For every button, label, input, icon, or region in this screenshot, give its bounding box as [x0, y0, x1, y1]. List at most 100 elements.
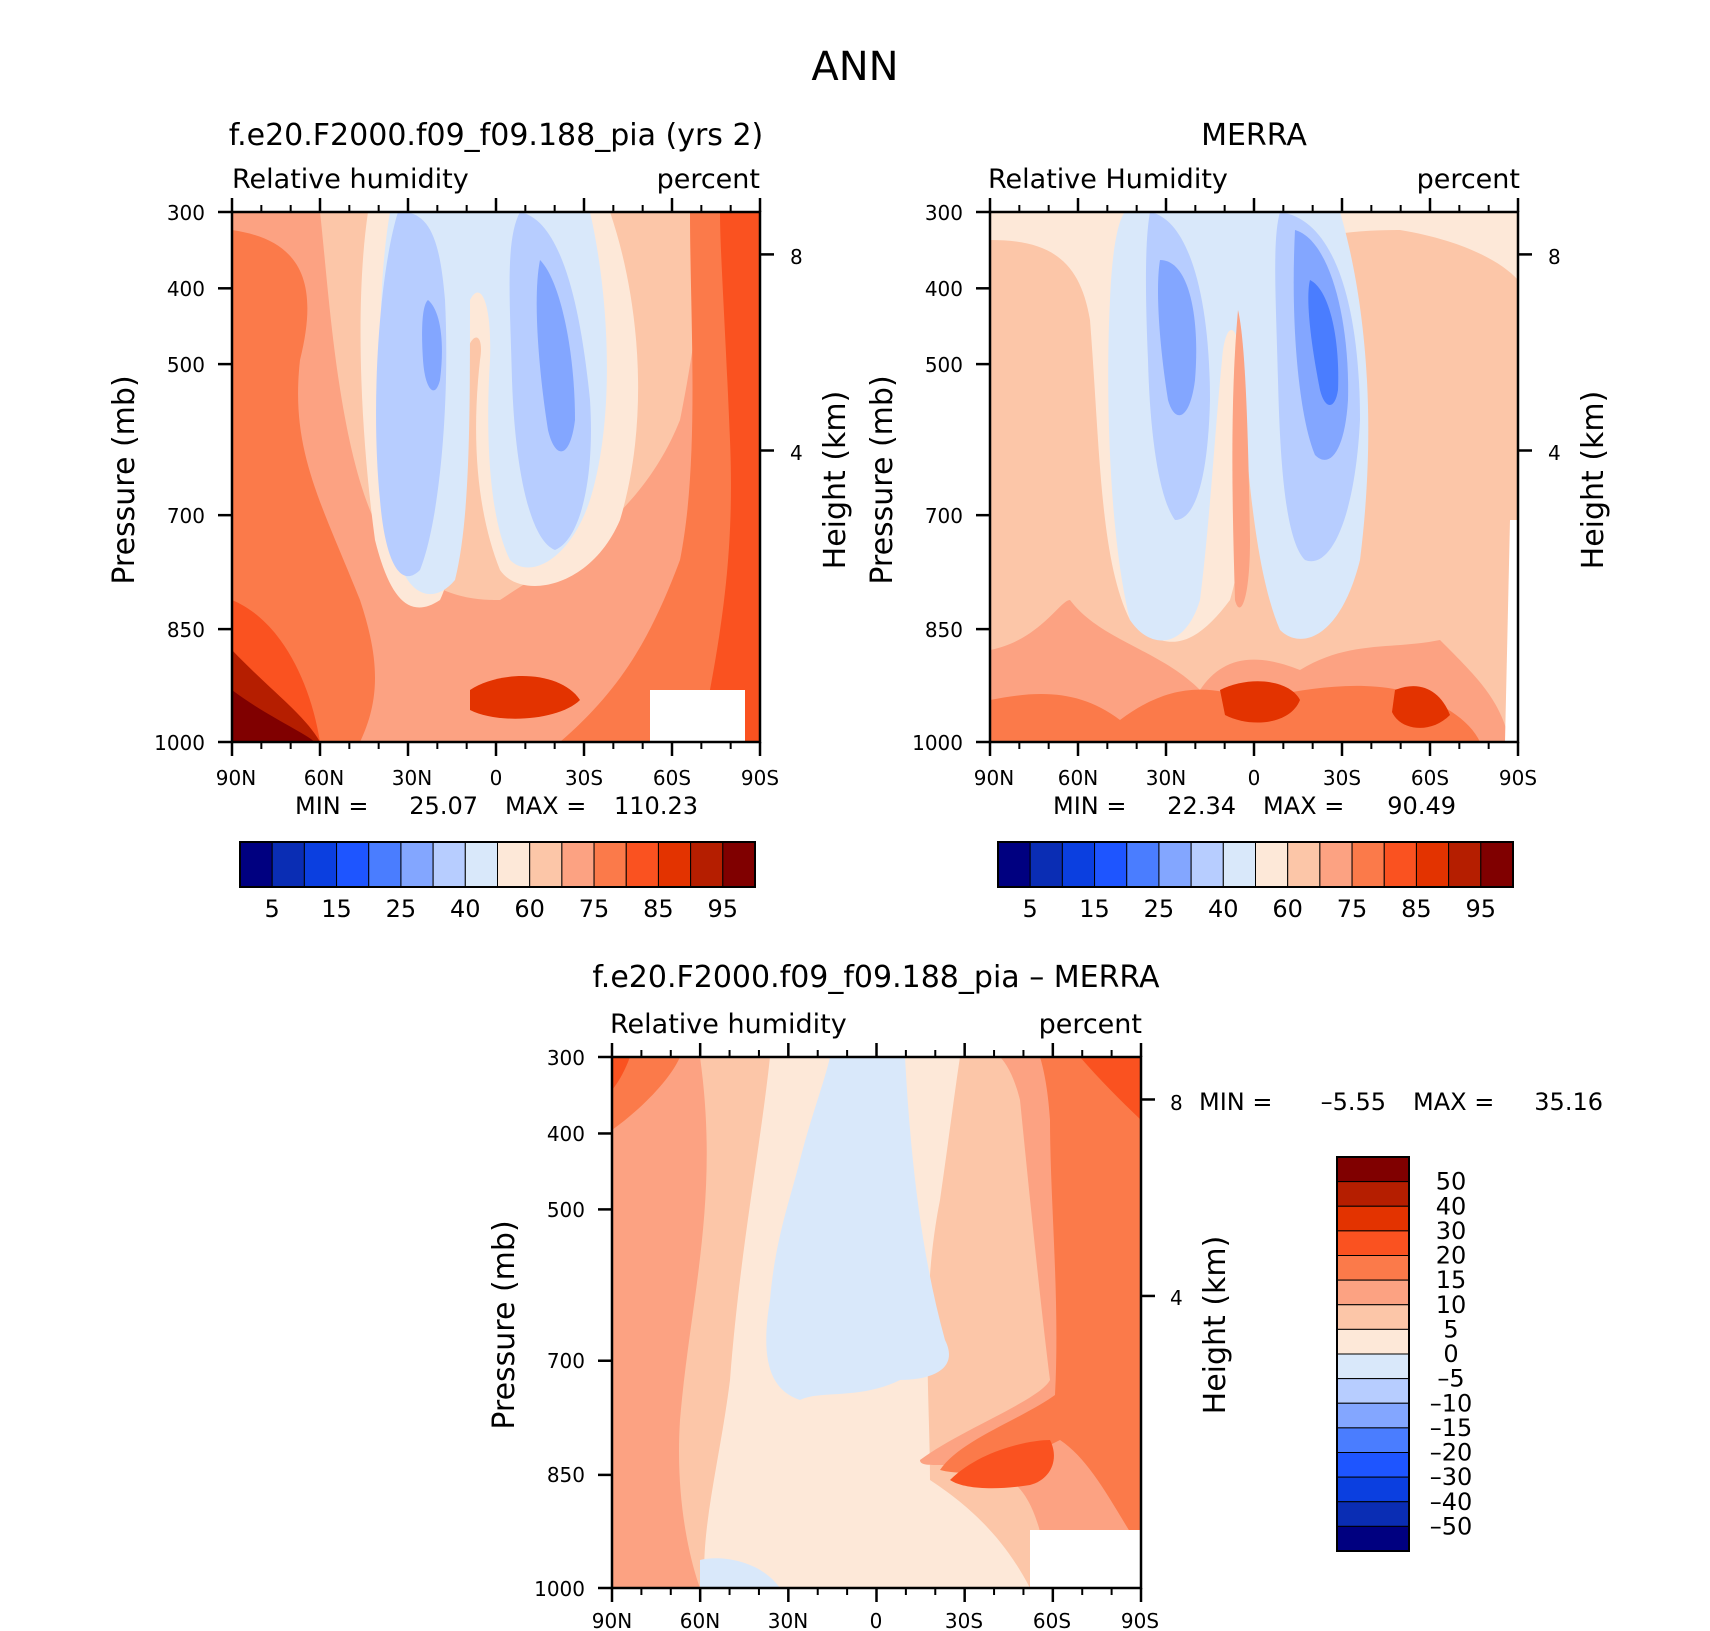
- x-tick-label: 30N: [768, 1609, 808, 1631]
- contour-band-90-southpolar: [1392, 686, 1450, 728]
- colorbar-label: –30: [1430, 1463, 1473, 1491]
- x-tick-label: 60N: [304, 766, 344, 790]
- contour-band-30-north: [1157, 260, 1197, 416]
- colorbar-label: 95: [1466, 895, 1497, 923]
- x-tick-label: 60N: [1058, 766, 1098, 790]
- colorbar-swatch: [1336, 1476, 1410, 1503]
- contour-band-70-equator: [1232, 310, 1250, 608]
- colorbar-swatch: [1190, 841, 1224, 888]
- y-tick-label: 500: [547, 1198, 585, 1222]
- colorbar: 5 15 25 40 60 75 85 95: [239, 841, 756, 923]
- colorbar-swatch: [1336, 1181, 1410, 1207]
- x-tick-label: 30S: [1323, 766, 1361, 790]
- colorbar-swatch: [271, 841, 305, 888]
- contour-band-80-left: [232, 230, 375, 742]
- contour-band-70: [232, 212, 760, 742]
- panel-title: f.e20.F2000.f09_f09.188_pia – MERRA: [592, 960, 1160, 995]
- y2-axis-label: Height (km): [818, 391, 853, 570]
- colorbar-label: 10: [1436, 1291, 1467, 1319]
- x-tick-label: 60N: [680, 1609, 720, 1631]
- contour-fill: [612, 1057, 1141, 1588]
- contour-band-30-south: [536, 260, 575, 452]
- y-tick-label: 1000: [534, 1577, 585, 1601]
- colorbar-label: 85: [643, 895, 674, 923]
- panel-model: f.e20.F2000.f09_f09.188_pia (yrs 2) Rela…: [107, 118, 853, 923]
- missing-data-mask: [1030, 1530, 1141, 1588]
- colorbar-swatch: [722, 841, 756, 888]
- colorbar-label: 95: [708, 895, 739, 923]
- colorbar-swatch: [368, 841, 402, 888]
- max-value: 90.49: [1387, 792, 1456, 820]
- y2-tick-label: 4: [1170, 1286, 1183, 1310]
- colorbar-label: 0: [1443, 1340, 1458, 1368]
- colorbar-swatch: [1336, 1402, 1410, 1429]
- colorbar-label: –15: [1430, 1414, 1473, 1442]
- colorbar: 5 15 25 40 60 75 85 95: [997, 841, 1514, 923]
- colorbar-label: 75: [1337, 895, 1368, 923]
- colorbar-label: –50: [1430, 1512, 1473, 1540]
- colorbar-swatch: [1094, 841, 1128, 888]
- panel-title: f.e20.F2000.f09_f09.188_pia (yrs 2): [229, 118, 764, 153]
- x-tick-label: 60S: [1033, 1609, 1071, 1631]
- contour-band-90-south: [1220, 681, 1300, 723]
- colorbar-label: 5: [265, 895, 280, 923]
- max-value: 110.23: [614, 792, 698, 820]
- colorbar-swatch: [1480, 841, 1514, 888]
- colorbar-swatch: [593, 841, 627, 888]
- min-label: MIN =: [1053, 792, 1126, 820]
- colorbar-label: 60: [1272, 895, 1303, 923]
- y-tick-label: 850: [167, 618, 205, 642]
- max-label: MAX =: [1263, 792, 1344, 820]
- y-tick-label: 700: [167, 504, 205, 528]
- y-tick-label: 400: [547, 1122, 585, 1146]
- colorbar-swatch: [303, 841, 338, 888]
- colorbar-swatch: [432, 841, 466, 888]
- min-label: MIN =: [1199, 1088, 1272, 1116]
- y-tick-label: 700: [925, 504, 963, 528]
- variable-label: Relative humidity: [610, 1009, 847, 1040]
- contour-band-17-topleft: [612, 1057, 680, 1130]
- x-tick-label: 90S: [1121, 1609, 1159, 1631]
- colorbar-swatch: [1336, 1452, 1410, 1478]
- units-label: percent: [657, 164, 760, 195]
- x-tick-label: 90N: [216, 766, 256, 790]
- colorbar-label: 75: [579, 895, 610, 923]
- x-tick-label: 30S: [945, 1609, 983, 1631]
- colorbar-label: 5: [1443, 1315, 1458, 1343]
- colorbar-swatch: [1287, 841, 1321, 888]
- colorbar-label: –10: [1430, 1389, 1473, 1417]
- colorbar-frame: [239, 841, 756, 888]
- missing-data-mask: [1505, 520, 1518, 742]
- colorbar-label: 85: [1401, 895, 1432, 923]
- units-label: percent: [1039, 1009, 1142, 1040]
- max-value: 35.16: [1534, 1088, 1603, 1116]
- colorbar-swatch: [1255, 841, 1289, 888]
- y-tick-label: 500: [925, 353, 963, 377]
- figure-title: ANN: [811, 44, 898, 90]
- x-tick-label: 0: [1248, 766, 1261, 790]
- x-tick-label: 0: [870, 1609, 883, 1631]
- y-tick-label: 850: [547, 1463, 585, 1487]
- x-tick-marks: [598, 1043, 1155, 1602]
- x-tick-label: 60S: [653, 766, 691, 790]
- colorbar-swatch: [1336, 1156, 1410, 1183]
- colorbar-label: 15: [321, 895, 352, 923]
- colorbar-label: 60: [514, 895, 545, 923]
- contour-band-17-right: [940, 1057, 1141, 1550]
- colorbar-label: 40: [450, 895, 481, 923]
- colorbar-swatch: [1029, 841, 1063, 888]
- y-axis-label: Pressure (mb): [487, 1220, 522, 1429]
- colorbar-swatch: [1126, 841, 1160, 888]
- contour-band-neg5-center: [766, 1057, 949, 1400]
- colorbar-swatch: [1336, 1427, 1410, 1453]
- x-tick-label: 90N: [974, 766, 1014, 790]
- contour-band-22-south: [950, 1440, 1054, 1489]
- colorbar-swatch: [1336, 1378, 1410, 1404]
- colorbar-label: 5: [1023, 895, 1038, 923]
- contour-band-100: [232, 690, 315, 742]
- colorbar-swatch: [497, 841, 531, 888]
- min-value: 25.07: [409, 792, 478, 820]
- colorbar-swatch: [1383, 841, 1417, 888]
